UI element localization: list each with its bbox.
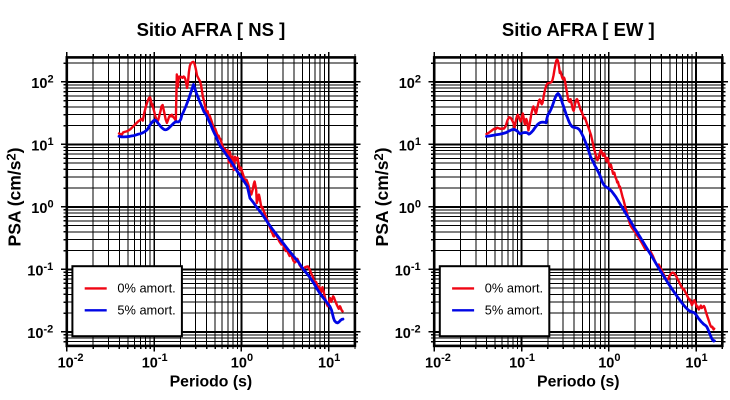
svg-text:PSA (cm/s2): PSA (cm/s2) bbox=[371, 148, 392, 247]
svg-text:Sitio AFRA [ EW ]: Sitio AFRA [ EW ] bbox=[502, 19, 655, 40]
svg-text:Periodo (s): Periodo (s) bbox=[537, 374, 620, 391]
svg-text:PSA (cm/s2): PSA (cm/s2) bbox=[4, 148, 25, 247]
svg-text:5% amort.: 5% amort. bbox=[485, 303, 543, 318]
svg-text:0% amort.: 0% amort. bbox=[485, 281, 543, 296]
svg-text:5% amort.: 5% amort. bbox=[117, 303, 175, 318]
svg-text:0% amort.: 0% amort. bbox=[117, 281, 175, 296]
svg-text:Sitio AFRA [ NS ]: Sitio AFRA [ NS ] bbox=[137, 19, 286, 40]
svg-text:Periodo (s): Periodo (s) bbox=[170, 374, 253, 391]
